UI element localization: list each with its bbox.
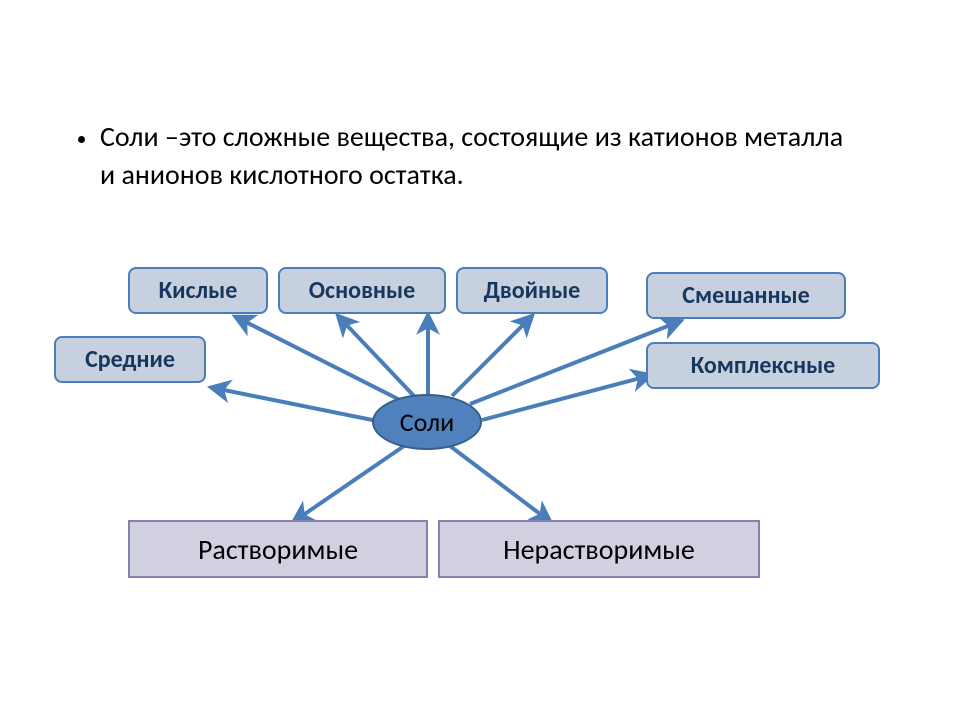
node-label: Нерастворимые xyxy=(503,532,695,567)
node-label: Основные xyxy=(309,276,415,305)
arrow xyxy=(450,446,548,520)
node-osnovnye: Основные xyxy=(278,267,446,314)
arrow xyxy=(214,388,392,424)
node-srednie: Средние xyxy=(54,336,206,383)
arrow xyxy=(296,446,404,520)
node-dvoinye: Двойные xyxy=(456,267,608,314)
arrow xyxy=(238,318,400,400)
node-label: Смешанные xyxy=(682,281,809,310)
node-kislye: Кислые xyxy=(128,267,268,314)
node-label: Комплексные xyxy=(691,351,836,380)
node-label: Соли xyxy=(400,406,454,438)
bullet-dot xyxy=(78,136,85,143)
node-smeshannye: Смешанные xyxy=(646,272,846,319)
arrow xyxy=(452,318,530,396)
node-komplex: Комплексные xyxy=(646,342,880,389)
node-label: Растворимые xyxy=(198,532,358,567)
node-label: Средние xyxy=(85,345,175,374)
node-center: Соли xyxy=(372,394,482,450)
node-label: Кислые xyxy=(159,276,238,305)
node-nerastvor: Нерастворимые xyxy=(438,520,760,578)
arrow xyxy=(482,376,648,420)
node-rastvor: Растворимые xyxy=(128,520,428,578)
definition-text: Соли –это сложные вещества, состоящие из… xyxy=(100,118,860,194)
arrow xyxy=(340,318,414,396)
node-label: Двойные xyxy=(484,276,581,305)
